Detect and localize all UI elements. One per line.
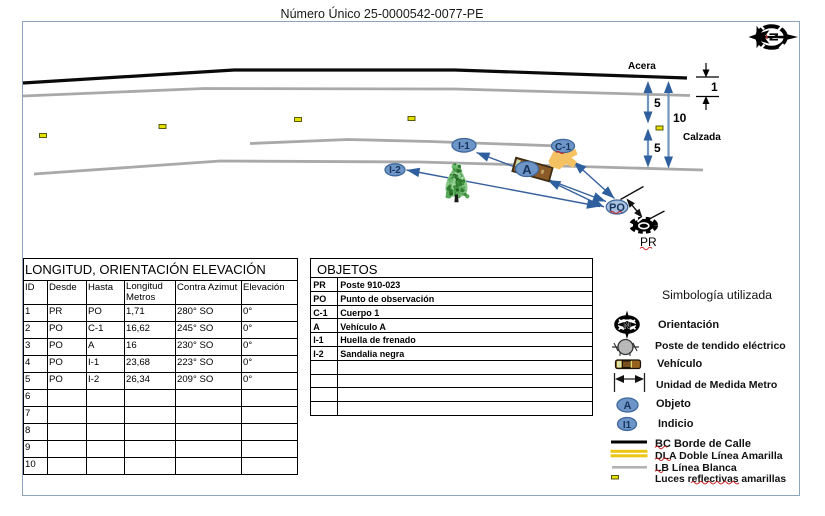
svg-text:C-1: C-1 (555, 142, 572, 153)
svg-text:N: N (766, 33, 780, 42)
svg-text:I-1: I-1 (458, 141, 470, 152)
svg-text:I1: I1 (623, 420, 632, 431)
svg-text:A: A (522, 162, 532, 177)
svg-text:5: 5 (654, 141, 661, 155)
svg-text:1: 1 (711, 80, 718, 94)
svg-text:I-2: I-2 (389, 165, 401, 176)
svg-text:Acera: Acera (628, 61, 656, 72)
svg-text:PR: PR (640, 235, 657, 249)
svg-text:N: N (624, 320, 631, 331)
svg-text:Calzada: Calzada (683, 132, 721, 143)
svg-text:5: 5 (654, 96, 661, 110)
svg-text:PO: PO (609, 202, 625, 214)
svg-text:10: 10 (673, 111, 687, 125)
svg-text:A: A (624, 400, 632, 412)
